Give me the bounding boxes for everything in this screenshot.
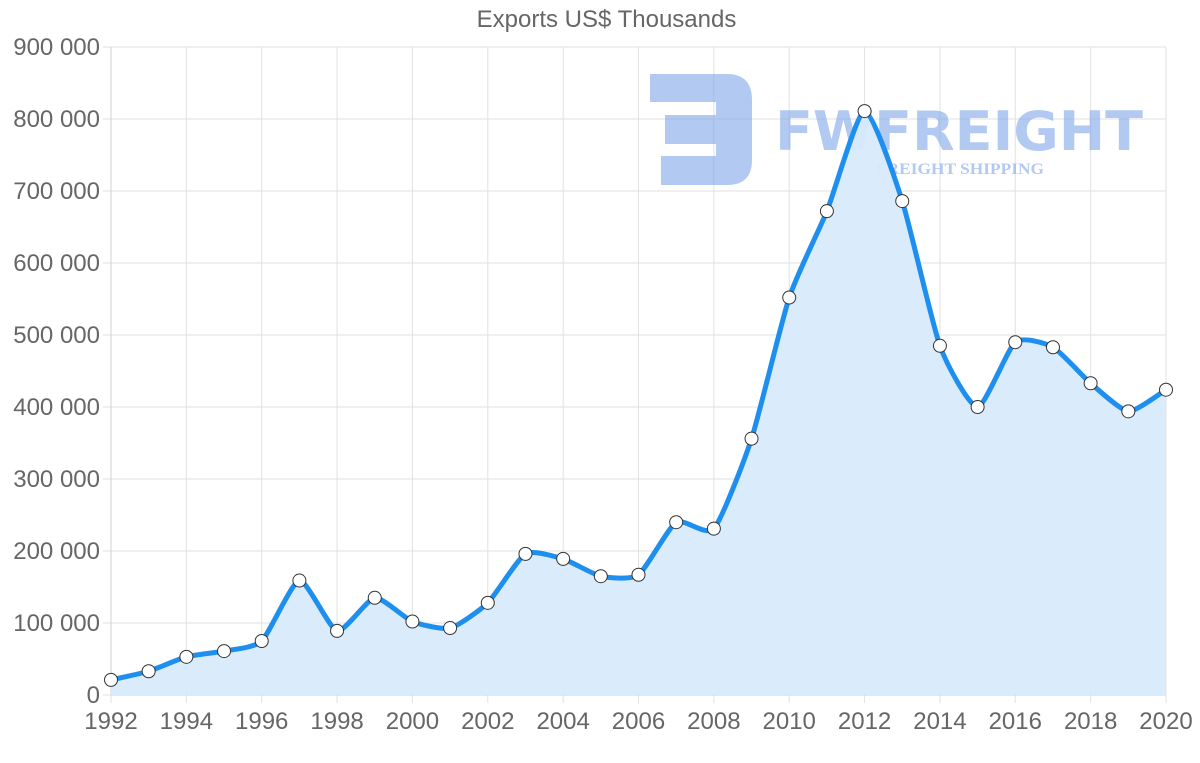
y-tick-label: 0 [87, 682, 100, 709]
chart-title: Exports US$ Thousands [476, 6, 737, 33]
x-tick-label: 2016 [989, 708, 1042, 735]
x-tick-label: 2020 [1139, 708, 1192, 735]
data-point[interactable] [1159, 382, 1173, 397]
x-tick-label: 1994 [160, 708, 213, 735]
data-point[interactable] [819, 204, 834, 219]
data-points [104, 104, 1173, 687]
y-axis-labels: 0 100 000 200 000 300 000 400 000 500 000 600 … [13, 34, 100, 709]
y-tick-label: 900 000 [13, 34, 100, 61]
y-tick-label: 400 000 [13, 394, 100, 421]
x-tick-label: 2014 [913, 708, 966, 735]
data-point[interactable] [367, 590, 382, 605]
data-point[interactable] [330, 623, 345, 638]
data-point[interactable] [1083, 376, 1098, 391]
data-point[interactable] [179, 649, 194, 664]
x-tick-label: 1996 [235, 708, 288, 735]
data-point[interactable] [217, 644, 232, 659]
y-tick-label: 200 000 [13, 538, 100, 565]
x-tick-label: 2004 [536, 708, 589, 735]
x-tick-label: 2006 [612, 708, 665, 735]
watermark-tagline: FREIGHT SHIPPING [876, 161, 1045, 178]
data-point[interactable] [744, 431, 759, 446]
x-tick-label: 1998 [310, 708, 363, 735]
data-point[interactable] [932, 338, 947, 353]
fwfreight-watermark: FWFREIGHT FREIGHT SHIPPING [650, 74, 1143, 185]
x-tick-label: 2008 [687, 708, 740, 735]
data-point[interactable] [1008, 335, 1023, 350]
y-tick-label: 700 000 [13, 178, 100, 205]
y-tick-label: 100 000 [13, 610, 100, 637]
x-tick-label: 2002 [461, 708, 514, 735]
area-fill [111, 111, 1166, 695]
data-point[interactable] [895, 194, 910, 209]
data-point[interactable] [141, 664, 156, 679]
fwfreight-logo-icon [650, 74, 752, 185]
data-point[interactable] [1121, 404, 1136, 419]
data-point[interactable] [104, 672, 118, 687]
x-tick-label: 2018 [1064, 708, 1117, 735]
x-axis-labels: 1992 1994 1996 1998 2000 2002 2004 2006 2008 2010… [84, 708, 1192, 735]
data-point[interactable] [669, 515, 684, 530]
y-tick-label: 600 000 [13, 250, 100, 277]
x-tick-label: 1992 [84, 708, 137, 735]
data-point[interactable] [1045, 340, 1060, 355]
data-point[interactable] [593, 569, 608, 584]
data-point[interactable] [292, 573, 307, 588]
x-tick-label: 2000 [386, 708, 439, 735]
data-point[interactable] [443, 621, 458, 636]
x-tick-label: 2010 [763, 708, 816, 735]
y-tick-label: 300 000 [13, 466, 100, 493]
data-point[interactable] [631, 567, 646, 582]
data-point[interactable] [405, 614, 420, 629]
data-point[interactable] [480, 595, 495, 610]
data-point[interactable] [970, 400, 985, 414]
x-tick-label: 2012 [838, 708, 891, 735]
data-point[interactable] [556, 551, 571, 566]
y-tick-label: 800 000 [13, 106, 100, 133]
data-point[interactable] [857, 104, 872, 119]
data-point[interactable] [782, 290, 797, 305]
data-point[interactable] [706, 521, 721, 536]
watermark-brand: FWFREIGHT [775, 100, 1143, 163]
data-point[interactable] [254, 634, 269, 648]
area-fill-path [111, 111, 1166, 695]
data-point[interactable] [518, 546, 533, 561]
y-tick-label: 500 000 [13, 322, 100, 349]
